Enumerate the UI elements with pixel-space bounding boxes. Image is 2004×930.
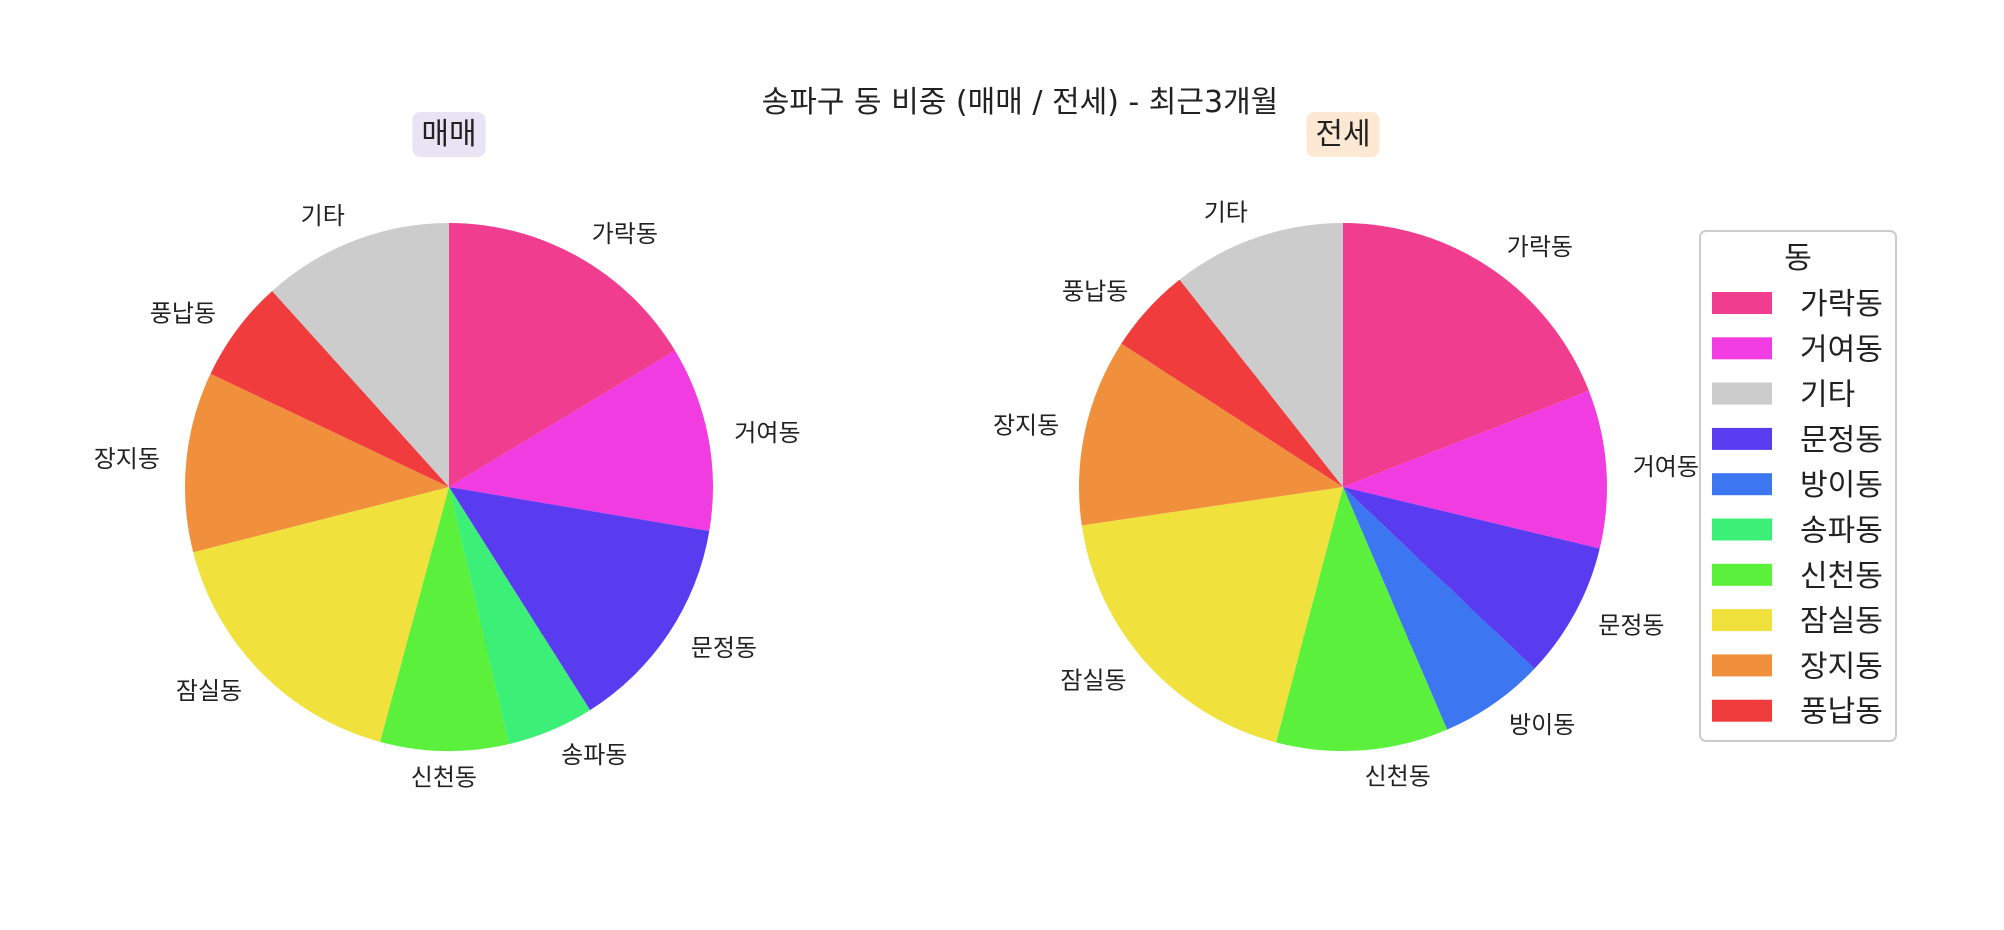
pie-slice-문정동 (1343, 487, 1600, 669)
legend-label: 거여동 (1800, 332, 1883, 367)
legend-label: 풍납동 (1800, 695, 1883, 730)
legend-title: 동 (1784, 241, 1812, 276)
pie-slice-가락동 (449, 223, 676, 487)
legend-swatch (1712, 473, 1772, 496)
slice-label: 거여동 (1633, 453, 1699, 481)
slice-label: 신천동 (1365, 763, 1431, 791)
slice-label: 잠실동 (1060, 667, 1126, 695)
pie-title-background (1306, 112, 1380, 157)
legend-item: 신천동 (1712, 559, 1883, 594)
pie-slice-가락동 (1343, 223, 1589, 487)
pie-slice-거여동 (1343, 390, 1608, 549)
pie-chart-1: 매매가락동16.4% (175)거여동11.3% (121)문정동13.4% (… (94, 112, 801, 791)
pie-title: 전세 (1315, 117, 1370, 152)
slice-label: 기타 (1204, 199, 1248, 227)
legend-label: 가락동 (1800, 287, 1883, 322)
legend-item: 방이동 (1712, 468, 1883, 503)
legend-swatch (1712, 337, 1772, 360)
legend-swatch (1712, 382, 1772, 405)
pie-title-group: 전세 (1306, 112, 1380, 157)
legend-label: 잠실동 (1800, 604, 1883, 639)
legend-label: 신천동 (1800, 559, 1883, 594)
slice-label: 잠실동 (176, 677, 242, 705)
legend-item: 문정동 (1712, 423, 1883, 458)
pie-slice-잠실동 (193, 487, 449, 742)
pie-slice-장지동 (185, 373, 449, 553)
pie-slice-잠실동 (1081, 487, 1343, 743)
slice-label: 방이동 (1509, 711, 1575, 739)
pie-title: 매매 (421, 117, 476, 152)
pie-slice-거여동 (449, 350, 713, 531)
slice-label: 기타 (301, 202, 345, 230)
pie-slice-풍납동 (1121, 279, 1343, 487)
legend-swatch (1712, 563, 1772, 586)
legend-label: 문정동 (1800, 423, 1883, 458)
pie-title-group: 매매 (412, 112, 486, 157)
legend-swatch (1712, 654, 1772, 677)
legend-label: 장지동 (1800, 649, 1883, 684)
pie-title-background (412, 112, 486, 157)
pie-slice-문정동 (449, 487, 710, 711)
legend-item: 장지동 (1712, 649, 1883, 684)
slice-label: 송파동 (561, 741, 627, 769)
legend-swatch (1712, 427, 1772, 450)
slice-label: 풍납동 (1062, 277, 1128, 305)
legend-swatch (1712, 518, 1772, 541)
legend-label: 기타 (1800, 378, 1855, 413)
slice-label: 가락동 (592, 220, 658, 248)
legend-swatch (1712, 699, 1772, 722)
slice-label: 장지동 (993, 411, 1059, 439)
legend-swatch (1712, 609, 1772, 632)
slice-label: 가락동 (1507, 233, 1573, 261)
legend-item: 송파동 (1712, 514, 1883, 549)
slice-label: 문정동 (691, 634, 757, 662)
pie-slice-기타 (1179, 223, 1343, 487)
pie-slice-신천동 (1275, 487, 1448, 751)
slice-label: 문정동 (1598, 611, 1664, 639)
legend-label: 송파동 (1800, 514, 1883, 549)
pie-slice-송파동 (449, 487, 591, 745)
legend-item: 기타 (1712, 378, 1855, 413)
slice-label: 신천동 (411, 763, 477, 791)
legend-item: 잠실동 (1712, 604, 1883, 639)
pie-slice-방이동 (1343, 487, 1535, 730)
legend-item: 풍납동 (1712, 695, 1883, 730)
slice-label: 장지동 (94, 445, 160, 473)
pie-slice-신천동 (380, 487, 509, 751)
figure-title: 송파구 동 비중 (매매 / 전세) - 최근3개월 (762, 85, 1279, 120)
slice-label: 풍납동 (150, 300, 216, 328)
legend-label: 방이동 (1800, 468, 1883, 503)
pie-slice-풍납동 (210, 290, 449, 487)
pie-chart-2: 전세가락동19.1% (684)거여동9.7% (347)문정동8.3% (29… (993, 112, 1699, 791)
pie-slice-장지동 (1079, 343, 1343, 526)
legend-swatch (1712, 292, 1772, 314)
legend-item: 가락동 (1712, 287, 1883, 322)
legend-item: 거여동 (1712, 332, 1883, 367)
slice-label: 거여동 (734, 419, 800, 447)
pie-slice-기타 (272, 223, 449, 487)
